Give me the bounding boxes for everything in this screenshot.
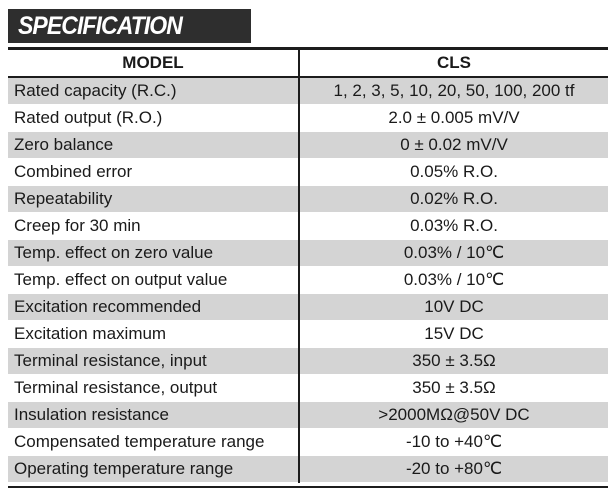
row-value: 350 ± 3.5Ω <box>299 347 608 375</box>
title-banner: SPECIFICATION <box>8 9 251 43</box>
row-label: Terminal resistance, input <box>8 347 300 375</box>
table-row: Combined error 0.05% R.O. <box>8 158 608 186</box>
row-value: -10 to +40℃ <box>299 428 608 456</box>
table-row: Insulation resistance >2000MΩ@50V DC <box>8 401 608 429</box>
table-row: Compensated temperature range -10 to +40… <box>8 428 608 456</box>
row-value: 0.02% R.O. <box>299 185 608 213</box>
table-row: Terminal resistance, output 350 ± 3.5Ω <box>8 374 608 402</box>
table-row: Terminal resistance, input 350 ± 3.5Ω <box>8 347 608 375</box>
row-label: Excitation maximum <box>8 320 300 348</box>
row-value: 0.05% R.O. <box>299 158 608 186</box>
row-label: Rated output (R.O.) <box>8 104 300 132</box>
row-value: 350 ± 3.5Ω <box>299 374 608 402</box>
table-row: Repeatability 0.02% R.O. <box>8 185 608 213</box>
bottom-rule <box>8 486 608 488</box>
row-value: 0.03% R.O. <box>299 212 608 240</box>
row-label: Insulation resistance <box>8 401 300 429</box>
row-label: Excitation recommended <box>8 293 300 321</box>
header-model: MODEL <box>8 50 300 78</box>
specification-table: MODEL CLS Rated capacity (R.C.) 1, 2, 3,… <box>8 50 608 483</box>
row-label: Combined error <box>8 158 300 186</box>
top-rule <box>8 47 608 50</box>
row-value: -20 to +80℃ <box>299 455 608 483</box>
row-label: Temp. effect on output value <box>8 266 300 294</box>
row-label: Temp. effect on zero value <box>8 239 300 267</box>
banner-gap <box>8 43 251 46</box>
row-value: 10V DC <box>299 293 608 321</box>
row-value: 1, 2, 3, 5, 10, 20, 50, 100, 200 tf <box>299 77 608 105</box>
header-row: MODEL CLS <box>8 50 608 78</box>
table-row: Zero balance 0 ± 0.02 mV/V <box>8 131 608 159</box>
table-row: Temp. effect on zero value 0.03% / 10℃ <box>8 239 608 267</box>
table-row: Rated output (R.O.) 2.0 ± 0.005 mV/V <box>8 104 608 132</box>
row-label: Zero balance <box>8 131 300 159</box>
page-title: SPECIFICATION <box>18 12 183 40</box>
table-row: Excitation maximum 15V DC <box>8 320 608 348</box>
table-row: Rated capacity (R.C.) 1, 2, 3, 5, 10, 20… <box>8 77 608 105</box>
table-row: Temp. effect on output value 0.03% / 10℃ <box>8 266 608 294</box>
table-row: Operating temperature range -20 to +80℃ <box>8 455 608 483</box>
row-label: Repeatability <box>8 185 300 213</box>
row-value: 2.0 ± 0.005 mV/V <box>299 104 608 132</box>
row-label: Rated capacity (R.C.) <box>8 77 300 105</box>
row-value: 15V DC <box>299 320 608 348</box>
row-label: Compensated temperature range <box>8 428 300 456</box>
table-row: Creep for 30 min 0.03% R.O. <box>8 212 608 240</box>
table-row: Excitation recommended 10V DC <box>8 293 608 321</box>
row-label: Terminal resistance, output <box>8 374 300 402</box>
header-cls: CLS <box>299 50 608 78</box>
row-value: 0.03% / 10℃ <box>299 266 608 294</box>
row-value: 0.03% / 10℃ <box>299 239 608 267</box>
row-label: Creep for 30 min <box>8 212 300 240</box>
row-value: 0 ± 0.02 mV/V <box>299 131 608 159</box>
row-value: >2000MΩ@50V DC <box>299 401 608 429</box>
row-label: Operating temperature range <box>8 455 300 483</box>
